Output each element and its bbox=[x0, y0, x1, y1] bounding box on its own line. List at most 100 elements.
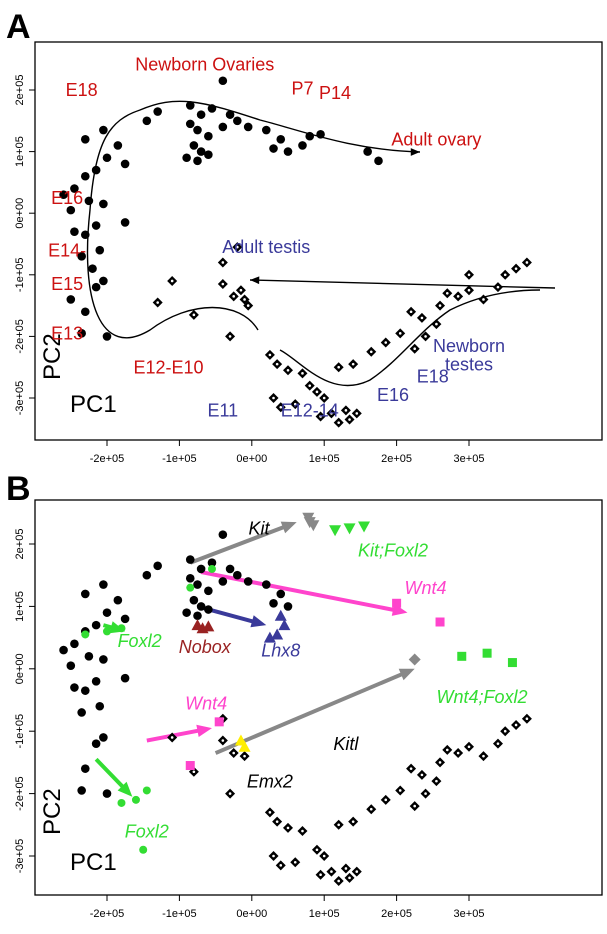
x-tick-label: -2e+05 bbox=[90, 453, 125, 465]
gene-marker-foxl2 bbox=[117, 624, 126, 633]
gene-marker-foxl2 bbox=[207, 564, 216, 573]
ovary-point bbox=[185, 574, 195, 583]
ovary-point bbox=[196, 110, 206, 119]
ovary-point bbox=[120, 159, 130, 169]
testis-point-center bbox=[315, 390, 319, 394]
ovary-point bbox=[276, 589, 286, 599]
trajectory-arrowhead bbox=[410, 148, 420, 156]
annotation-label: E16 bbox=[51, 188, 83, 208]
ovary-point bbox=[185, 101, 195, 110]
ovary-point bbox=[261, 125, 271, 135]
ovary-point bbox=[233, 116, 242, 126]
ovary-point bbox=[225, 110, 235, 119]
ovary-point bbox=[91, 739, 101, 748]
ovary-point bbox=[142, 570, 152, 580]
annotation-label: testes bbox=[445, 354, 493, 374]
ovary-point bbox=[305, 131, 315, 141]
ovary-point bbox=[269, 144, 278, 153]
y-tick-label: 1e+05 bbox=[14, 136, 26, 167]
testis-point-center bbox=[420, 773, 424, 777]
ovary-point bbox=[193, 156, 202, 166]
annotation-label: Lhx8 bbox=[261, 640, 300, 660]
ovary-point bbox=[99, 733, 108, 742]
ovary-point bbox=[80, 171, 90, 181]
y-tick-label: -3e+05 bbox=[14, 381, 26, 416]
ovary-point bbox=[193, 580, 202, 589]
trajectory-curve bbox=[279, 289, 541, 387]
testis-point-center bbox=[272, 854, 275, 858]
testis-point-center bbox=[355, 870, 359, 873]
testis-point-center bbox=[456, 295, 460, 298]
plot-frame bbox=[34, 41, 603, 441]
testis-point-center bbox=[330, 412, 333, 415]
ovary-point bbox=[283, 147, 293, 156]
annotation-label: Wnt4;Foxl2 bbox=[437, 687, 528, 707]
testis-point-center bbox=[246, 304, 250, 307]
x-tick-label: 3e+05 bbox=[454, 453, 485, 465]
panel-letter: A bbox=[6, 8, 31, 46]
gene-marker-kit-foxl2 bbox=[358, 521, 371, 533]
ovary-point bbox=[182, 608, 191, 617]
testis-point-center bbox=[337, 421, 340, 424]
testis-point-center bbox=[268, 353, 272, 357]
x-tick-label: -2e+05 bbox=[90, 908, 125, 920]
gene-arrow bbox=[200, 570, 399, 613]
ovary-point bbox=[80, 686, 90, 695]
ovary-point bbox=[102, 789, 112, 798]
testis-point-center bbox=[308, 384, 312, 387]
testis-point-center bbox=[420, 316, 424, 320]
testis-point-center bbox=[268, 811, 272, 814]
ovary-point bbox=[261, 580, 271, 589]
ovary-point bbox=[283, 602, 293, 611]
ovary-point bbox=[99, 125, 108, 135]
ovary-point bbox=[185, 555, 195, 564]
y-tick-label: -1e+05 bbox=[14, 714, 26, 749]
testis-point-center bbox=[272, 396, 275, 400]
testis-point-center bbox=[445, 748, 449, 752]
testis-point-center bbox=[170, 279, 174, 283]
testis-point-center bbox=[514, 723, 518, 727]
ovary-point bbox=[66, 661, 76, 670]
x-tick-label: 2e+05 bbox=[381, 453, 412, 465]
gene-marker-lhx8 bbox=[274, 609, 287, 621]
annotation-label: E11 bbox=[207, 400, 238, 420]
gene-marker-foxl2 bbox=[142, 786, 151, 795]
ovary-point bbox=[196, 564, 206, 574]
ovary-point bbox=[225, 564, 235, 574]
testis-point-center bbox=[467, 745, 471, 749]
testis-point-center bbox=[192, 313, 196, 317]
gene-marker-nobox bbox=[202, 620, 215, 632]
ovary-point bbox=[80, 230, 90, 240]
testis-point-center bbox=[467, 273, 471, 277]
ovary-point bbox=[193, 611, 202, 621]
ovary-point bbox=[70, 184, 79, 193]
ovary-point bbox=[99, 655, 108, 664]
ovary-point bbox=[120, 614, 130, 624]
annotation-label: Nobox bbox=[179, 637, 232, 657]
ovary-point bbox=[207, 104, 217, 113]
testis-point-center bbox=[348, 876, 351, 880]
gene-marker-foxl2 bbox=[186, 583, 195, 592]
testis-point-center bbox=[525, 717, 529, 721]
ovary-point bbox=[91, 620, 101, 630]
ovary-point bbox=[298, 141, 307, 150]
testis-point-center bbox=[384, 341, 388, 344]
ovary-point bbox=[153, 107, 162, 116]
testis-point-center bbox=[156, 301, 159, 304]
ovary-point bbox=[233, 570, 242, 580]
testis-point-center bbox=[221, 261, 225, 264]
ovary-point bbox=[218, 577, 228, 586]
plot-frame bbox=[34, 499, 603, 896]
gene-marker-foxl2 bbox=[117, 798, 126, 807]
ovary-point bbox=[196, 147, 206, 156]
gene-marker-foxl2 bbox=[81, 630, 90, 639]
ovary-point bbox=[153, 561, 162, 571]
annotation-label: Emx2 bbox=[247, 771, 293, 791]
annotation-label: Foxl2 bbox=[125, 821, 169, 841]
ovary-point bbox=[243, 577, 253, 586]
testis-point-center bbox=[355, 412, 359, 415]
testis-point-center bbox=[337, 879, 340, 883]
y-axis-label: PC2 bbox=[39, 788, 66, 835]
testis-point-center bbox=[435, 779, 438, 783]
gene-arrow bbox=[94, 757, 127, 791]
